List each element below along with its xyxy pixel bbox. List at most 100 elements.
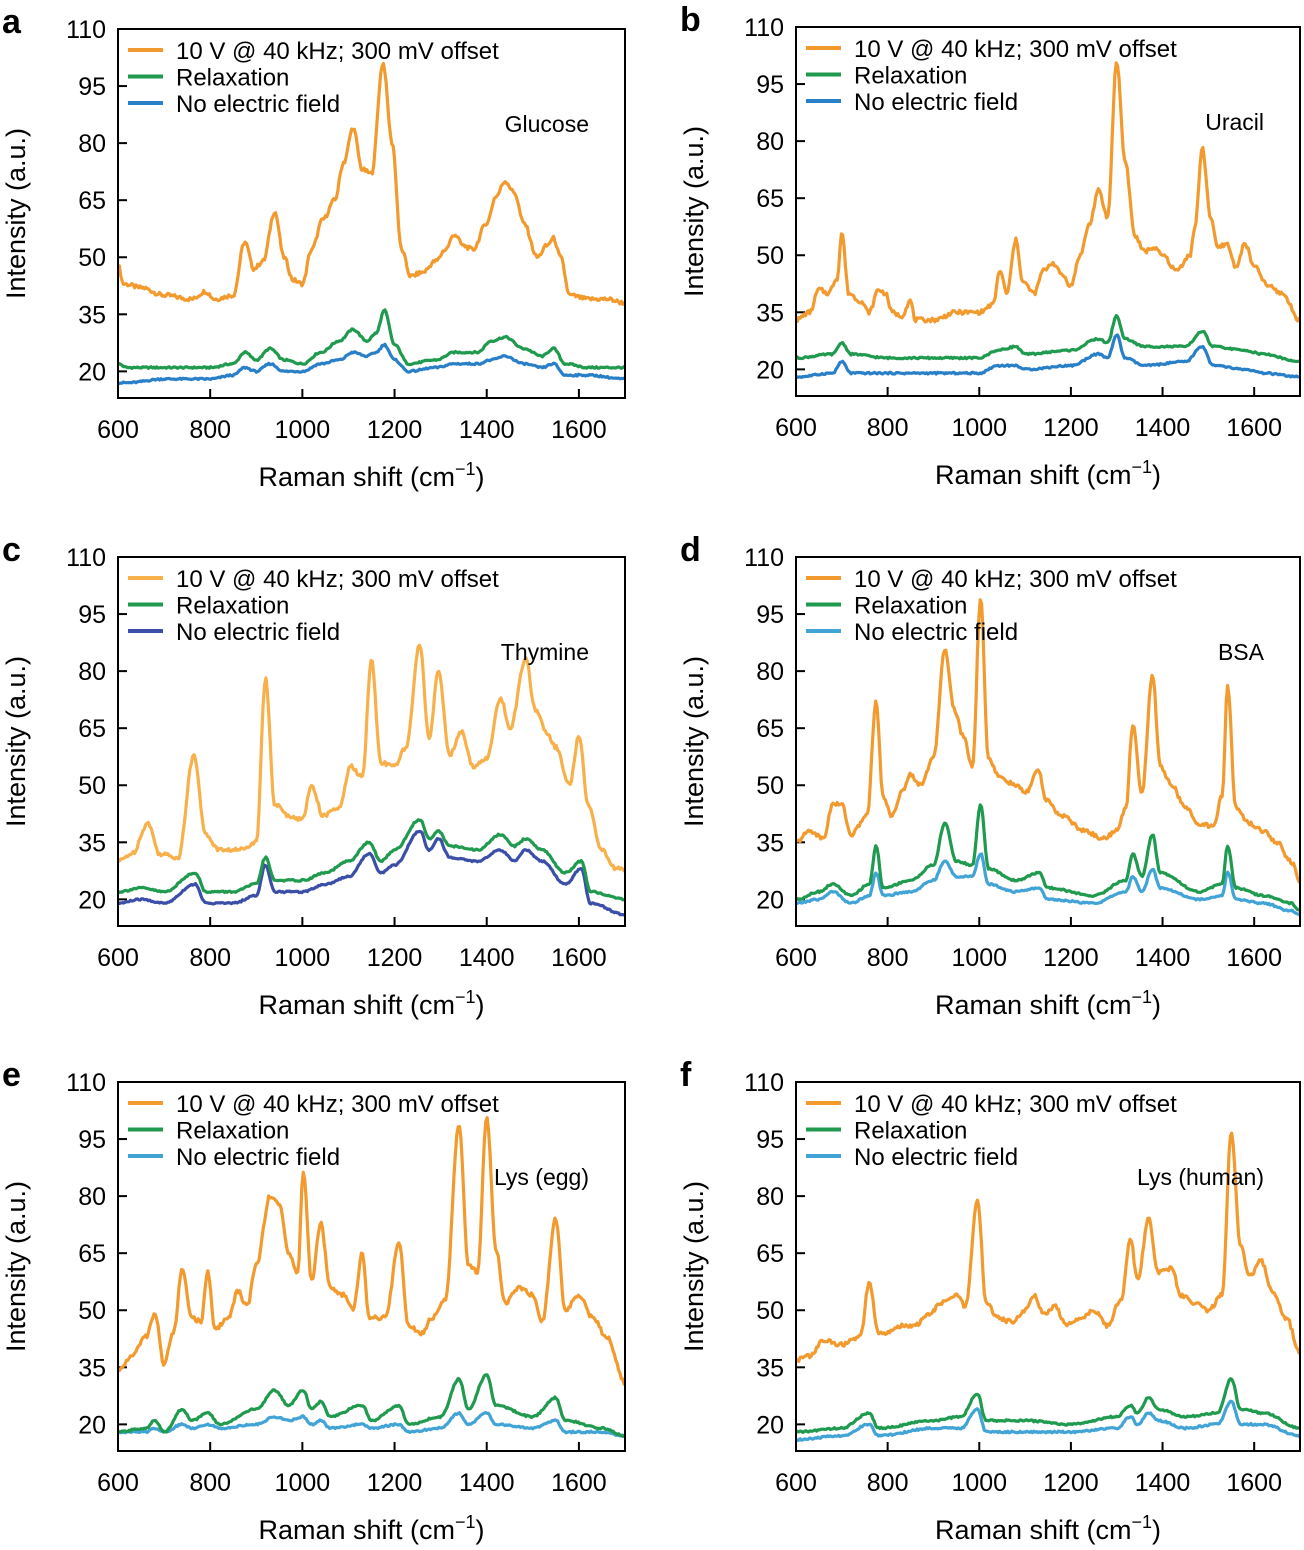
x-axis-title: Raman shift (cm−1) [258, 459, 484, 492]
legend-label: 10 V @ 40 kHz; 300 mV offset [176, 1091, 499, 1118]
y-tick-label: 50 [78, 244, 106, 272]
panel-letter: a [2, 3, 22, 41]
x-tick-label: 600 [97, 1469, 139, 1497]
x-tick-label: 1000 [275, 1469, 331, 1497]
y-tick-label: 110 [66, 544, 106, 572]
series-line-no-field [119, 342, 624, 386]
x-tick-label: 1000 [275, 416, 331, 444]
x-tick-label: 1600 [551, 1469, 607, 1497]
panel-letter: b [680, 1, 701, 39]
x-axis-title: Raman shift (cm−1) [258, 987, 484, 1020]
plot-frame [117, 28, 626, 399]
panel-b: b 20 35 50 65 80 95 110 600 800 1000 1200 1400 1600 Ra… [679, 1, 1301, 490]
y-tick-label: 20 [78, 886, 106, 914]
x-tick-label: 600 [775, 414, 817, 442]
legend-label: 10 V @ 40 kHz; 300 mV offset [176, 566, 499, 593]
x-tick-label: 1200 [1043, 944, 1099, 972]
x-tick-label: 1200 [367, 944, 423, 972]
y-tick-label: 20 [756, 1411, 784, 1439]
series-line-no-field [119, 829, 624, 917]
panel-letter: e [2, 1056, 21, 1094]
y-tick-label: 50 [78, 772, 106, 800]
x-tick-label: 1600 [1226, 414, 1282, 442]
y-tick-label: 20 [756, 886, 784, 914]
plot-frame [795, 556, 1301, 927]
panel-letter: d [680, 531, 701, 569]
panel-c: c 20 35 50 65 80 95 110 600 800 1000 1200 1400 1600 Ra… [1, 531, 626, 1020]
x-tick-label: 1600 [551, 944, 607, 972]
x-axis-title: Raman shift (cm−1) [935, 457, 1161, 490]
y-tick-label: 110 [744, 1069, 784, 1097]
series-line-field-on [119, 1116, 624, 1386]
y-tick-label: 95 [78, 1126, 106, 1154]
legend-label: Relaxation [176, 1118, 289, 1145]
y-tick-label: 50 [756, 1297, 784, 1325]
legend-label: 10 V @ 40 kHz; 300 mV offset [854, 36, 1177, 63]
y-axis-title: Intensity (a.u.) [679, 126, 709, 297]
x-tick-label: 1400 [459, 944, 515, 972]
x-tick-label: 1400 [1135, 414, 1191, 442]
x-tick-label: 800 [867, 1469, 909, 1497]
y-axis-title: Intensity (a.u.) [1, 1181, 31, 1352]
y-tick-label: 80 [78, 658, 106, 686]
panel-letter: c [2, 531, 21, 569]
y-tick-label: 80 [78, 1183, 106, 1211]
y-tick-label: 80 [756, 128, 784, 156]
x-tick-label: 1000 [951, 414, 1007, 442]
x-tick-label: 800 [189, 416, 231, 444]
y-tick-label: 65 [756, 1240, 784, 1268]
x-tick-label: 800 [867, 944, 909, 972]
y-tick-label: 50 [78, 1297, 106, 1325]
series-line-relaxation [797, 1377, 1299, 1434]
legend-label: No electric field [854, 619, 1018, 646]
legend-label: No electric field [854, 1144, 1018, 1171]
plot-frame [117, 556, 626, 927]
x-tick-label: 1400 [459, 416, 515, 444]
panel-e: e 20 35 50 65 80 95 110 600 800 1000 1200 1400 1600 Ra… [1, 1056, 626, 1545]
y-tick-label: 65 [756, 185, 784, 213]
y-tick-label: 20 [78, 1411, 106, 1439]
y-tick-label: 95 [78, 601, 106, 629]
legend-label: Relaxation [176, 65, 289, 92]
panel-f: f 20 35 50 65 80 95 110 600 800 1000 1200 1400 1600 Ra… [679, 1056, 1301, 1545]
series-line-no-field [797, 333, 1299, 379]
y-tick-label: 95 [756, 1126, 784, 1154]
series-line-field-on [797, 1131, 1299, 1363]
series-line-relaxation [119, 1373, 624, 1438]
series-line-field-on [119, 61, 624, 306]
x-tick-label: 800 [867, 414, 909, 442]
legend-label: Relaxation [854, 63, 967, 90]
series-line-relaxation [797, 314, 1299, 364]
y-tick-label: 20 [78, 358, 106, 386]
plot-frame [795, 26, 1301, 397]
legend-label: Relaxation [854, 1118, 967, 1145]
y-axis-title: Intensity (a.u.) [1, 128, 31, 299]
y-axis-title: Intensity (a.u.) [1, 656, 31, 827]
series-line-relaxation [119, 818, 624, 902]
x-tick-label: 1000 [951, 944, 1007, 972]
y-axis-title: Intensity (a.u.) [679, 656, 709, 827]
x-tick-label: 800 [189, 1469, 231, 1497]
analyte-annotation: Glucose [505, 111, 589, 137]
series-line-relaxation [797, 803, 1299, 912]
analyte-annotation: BSA [1218, 639, 1265, 665]
legend-label: Relaxation [854, 593, 967, 620]
x-tick-label: 1200 [367, 1469, 423, 1497]
y-tick-label: 95 [78, 73, 106, 101]
x-tick-label: 1600 [1226, 1469, 1282, 1497]
y-tick-label: 65 [78, 1240, 106, 1268]
series-line-field-on [797, 598, 1299, 884]
y-tick-label: 110 [744, 14, 784, 42]
series-line-no-field [797, 852, 1299, 917]
y-tick-label: 110 [66, 16, 106, 44]
x-tick-label: 1200 [1043, 414, 1099, 442]
panel-d: d 20 35 50 65 80 95 110 600 800 1000 1200 1400 1600 Ra… [679, 531, 1301, 1020]
legend-label: No electric field [176, 1144, 340, 1171]
y-tick-label: 95 [756, 601, 784, 629]
series-line-relaxation [119, 308, 624, 370]
series-line-no-field [797, 1399, 1299, 1442]
legend-label: 10 V @ 40 kHz; 300 mV offset [854, 566, 1177, 593]
plot-frame [795, 1081, 1301, 1452]
